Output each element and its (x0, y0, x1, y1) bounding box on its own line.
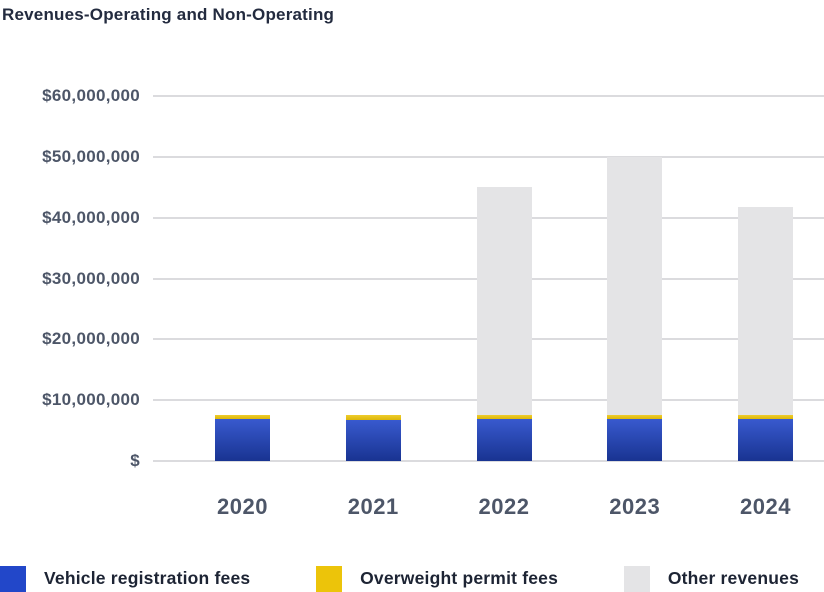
bars-group (153, 156, 824, 461)
gridline (153, 460, 824, 462)
bar-2020 (215, 414, 270, 461)
bar-2024 (738, 206, 793, 461)
y-axis-tick-label: $40,000,000 (42, 207, 140, 227)
bar-segment (738, 206, 793, 416)
bar-2021 (345, 415, 401, 461)
y-axis-tick-label: $20,000,000 (42, 329, 140, 349)
x-axis-label-2021: 2021 (347, 494, 399, 519)
bar-segment (215, 419, 270, 461)
legend-swatch-icon (623, 565, 650, 592)
bar-segment (476, 186, 532, 416)
x-axis-labels: 2020 2021 2022 2023 2024 (153, 494, 824, 520)
x-axis-label-2022: 2022 (478, 494, 530, 519)
chart-title: Revenues-Operating and Non-Operating (2, 5, 335, 24)
x-axis-label-2020: 2020 (217, 494, 268, 519)
gridline (153, 95, 824, 97)
y-axis-tick-label: $10,000,000 (42, 390, 140, 410)
bar-2023 (607, 156, 663, 461)
bar-segment (738, 419, 793, 461)
bar-segment (345, 415, 401, 420)
legend-label: Overweight permit fees (360, 568, 559, 588)
bar-segment (607, 419, 663, 461)
y-axis-tick-label: $60,000,000 (42, 86, 140, 105)
legend: Vehicle registration fees Overweight perm… (0, 565, 799, 592)
y-axis-tick-label: $30,000,000 (42, 268, 140, 288)
legend-label: Other revenues (667, 568, 799, 588)
x-axis-label-2024: 2024 (740, 494, 791, 519)
legend-label: Vehicle registration fees (44, 568, 251, 588)
bar-segment (476, 415, 532, 419)
legend-item: Overweight permit fees (316, 565, 559, 592)
legend-swatch-icon (0, 565, 26, 592)
legend-item: Other revenues (623, 565, 799, 592)
y-axis-tick-label: $50,000,000 (42, 146, 140, 166)
legend-item: Vehicle registration fees (0, 565, 251, 592)
bar-segment (607, 414, 663, 419)
bar-segment (607, 156, 663, 415)
bar-segment (345, 419, 401, 461)
gridline (153, 155, 824, 158)
x-axis-label-2023: 2023 (609, 494, 661, 519)
bar-2022 (476, 186, 532, 461)
y-axis-tick-label: $ (130, 451, 140, 470)
bar-segment (215, 414, 270, 419)
legend-swatch-icon (316, 565, 343, 592)
bar-segment (476, 419, 532, 461)
bar-segment (738, 415, 793, 419)
